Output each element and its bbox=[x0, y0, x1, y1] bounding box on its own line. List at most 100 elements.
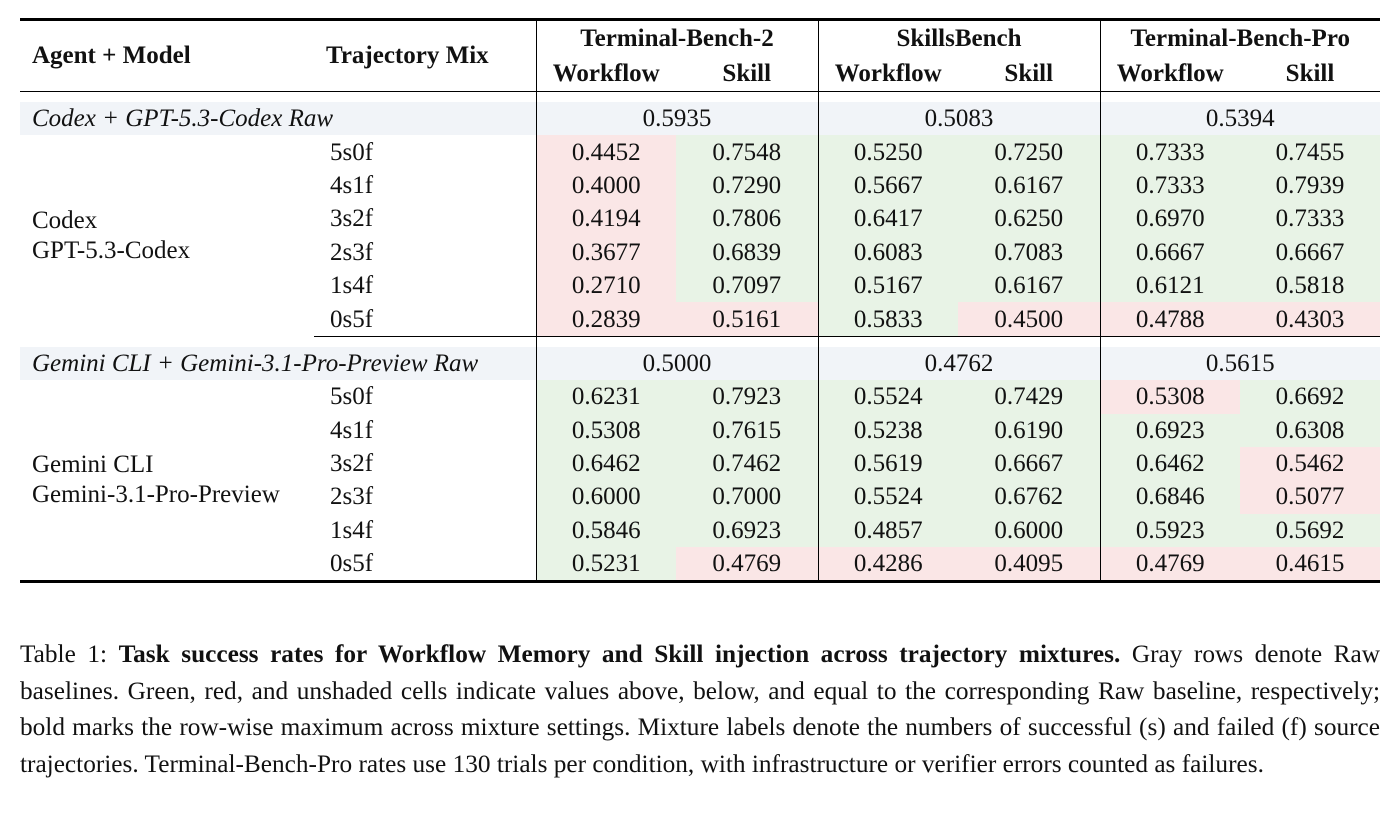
value-cell: 0.4194 bbox=[535, 202, 676, 236]
value-cell: 0.4769 bbox=[676, 547, 818, 584]
header-benchmark-tbpro: Terminal-Bench-Pro bbox=[1099, 18, 1380, 57]
value-cell: 0.4286 bbox=[817, 547, 958, 584]
raw-baseline-value: 0.4762 bbox=[817, 346, 1100, 381]
value-cell: 0.4303 bbox=[1240, 302, 1380, 337]
value-cell: 0.7333 bbox=[1240, 202, 1380, 236]
value-cell: 0.6308 bbox=[1240, 413, 1380, 447]
mix-label: 4s1f bbox=[330, 171, 374, 199]
value-cell: 0.6923 bbox=[1099, 413, 1240, 447]
caption-body: Gray rows denote Raw baselines. Green, r… bbox=[20, 640, 1380, 778]
value-cell: 0.6923 bbox=[676, 513, 818, 548]
value-cell: 0.6167 bbox=[958, 168, 1100, 203]
value-cell: 0.4788 bbox=[1099, 302, 1240, 337]
value-cell: 0.6167 bbox=[958, 268, 1100, 303]
value-cell: 0.7333 bbox=[1099, 168, 1240, 203]
mix-label: 2s3f bbox=[330, 483, 374, 511]
value-cell: 0.5308 bbox=[535, 413, 676, 447]
value-cell: 0.3677 bbox=[535, 235, 676, 269]
value-cell: 0.7097 bbox=[676, 268, 818, 303]
mix-label: 0s5f bbox=[314, 302, 536, 337]
value-cell: 0.5308 bbox=[1099, 380, 1240, 414]
value-cell: 0.5077 bbox=[1240, 480, 1380, 514]
value-cell: 0.7000 bbox=[676, 480, 818, 514]
value-cell: 0.5462 bbox=[1240, 446, 1380, 481]
agent-model-cell: Gemini CLI Gemini-3.1-Pro-Preview bbox=[20, 380, 314, 584]
value-cell: 0.7615 bbox=[676, 413, 818, 447]
value-cell: 0.5667 bbox=[817, 168, 958, 203]
value-cell: 0.6231 bbox=[535, 380, 676, 414]
table-row: 2s3f 0.3677 0.6839 0.6083 0.7083 0.6667 … bbox=[20, 235, 1380, 269]
model-name: GPT-5.3-Codex bbox=[32, 236, 191, 264]
value-cell: 0.6190 bbox=[958, 413, 1100, 447]
value-cell: 0.4857 bbox=[817, 513, 958, 548]
value-cell: 0.6462 bbox=[535, 446, 676, 481]
value-cell: 0.5846 bbox=[535, 513, 676, 548]
value-cell: 0.7939 bbox=[1240, 168, 1380, 203]
value-cell: 0.6970 bbox=[1099, 202, 1240, 236]
mix-label: 3s2f bbox=[330, 450, 374, 478]
mix-label: 3s2f bbox=[330, 205, 374, 233]
value-cell: 0.6083 bbox=[817, 235, 958, 269]
value-cell: 0.2710 bbox=[535, 268, 676, 303]
caption-title: Task success rates for Workflow Memory a… bbox=[118, 640, 1121, 668]
raw-baseline-row: Codex + GPT-5.3-Codex Raw 0.5935 0.5083 … bbox=[20, 102, 1380, 136]
value-cell: 0.7290 bbox=[676, 168, 818, 203]
raw-baseline-value: 0.5083 bbox=[817, 102, 1100, 136]
value-cell: 0.6250 bbox=[958, 202, 1100, 236]
raw-baseline-value: 0.5615 bbox=[1099, 346, 1380, 381]
value-cell: 0.7548 bbox=[676, 135, 818, 169]
mix-label: 1s4f bbox=[330, 516, 374, 544]
header-benchmark-skillsbench: SkillsBench bbox=[817, 18, 1100, 57]
value-cell: 0.5161 bbox=[676, 302, 818, 337]
table-row: 1s4f 0.5846 0.6923 0.4857 0.6000 0.5923 … bbox=[20, 513, 1380, 548]
value-cell: 0.4615 bbox=[1240, 547, 1380, 584]
value-cell: 0.6667 bbox=[958, 446, 1100, 481]
value-cell: 0.7923 bbox=[676, 380, 818, 414]
header-workflow: Workflow bbox=[817, 57, 958, 92]
value-cell: 0.7083 bbox=[958, 235, 1100, 269]
value-cell: 0.7429 bbox=[958, 380, 1100, 414]
table-row: 0s5f 0.5231 0.4769 0.4286 0.4095 0.4769 … bbox=[20, 547, 1380, 584]
value-cell: 0.5231 bbox=[535, 547, 676, 584]
mix-label: 5s0f bbox=[330, 383, 374, 411]
value-cell: 0.5818 bbox=[1240, 268, 1380, 303]
table-row: 2s3f 0.6000 0.7000 0.5524 0.6762 0.6846 … bbox=[20, 480, 1380, 514]
value-cell: 0.5619 bbox=[817, 446, 958, 481]
value-cell: 0.5833 bbox=[817, 302, 958, 337]
value-cell: 0.6462 bbox=[1099, 446, 1240, 481]
mix-label: 1s4f bbox=[330, 272, 374, 300]
table-row: Codex GPT-5.3-Codex 5s0f 0.4452 0.7548 0… bbox=[20, 135, 1380, 264]
value-cell: 0.5524 bbox=[817, 380, 958, 414]
value-cell: 0.2839 bbox=[535, 302, 676, 337]
header-workflow: Workflow bbox=[535, 57, 676, 92]
table-row: 3s2f 0.4194 0.7806 0.6417 0.6250 0.6970 … bbox=[20, 202, 1380, 236]
value-cell: 0.5238 bbox=[817, 413, 958, 447]
value-cell: 0.6000 bbox=[535, 480, 676, 514]
value-cell: 0.6667 bbox=[1099, 235, 1240, 269]
value-cell: 0.4500 bbox=[958, 302, 1100, 337]
value-cell: 0.6839 bbox=[676, 235, 818, 269]
header-workflow: Workflow bbox=[1099, 57, 1240, 92]
raw-baseline-row: Gemini CLI + Gemini-3.1-Pro-Preview Raw … bbox=[20, 346, 1380, 381]
agent-name: Gemini CLI bbox=[32, 451, 154, 479]
model-name: Gemini-3.1-Pro-Preview bbox=[32, 481, 280, 509]
table-row: 0s5f 0.2839 0.5161 0.5833 0.4500 0.4788 … bbox=[20, 302, 1380, 337]
value-cell: 0.7455 bbox=[1240, 135, 1380, 169]
value-cell: 0.6762 bbox=[958, 480, 1100, 514]
header-skill: Skill bbox=[1240, 57, 1380, 92]
value-cell: 0.6667 bbox=[1240, 235, 1380, 269]
value-cell: 0.5250 bbox=[817, 135, 958, 169]
value-cell: 0.7250 bbox=[958, 135, 1100, 169]
value-cell: 0.6692 bbox=[1240, 380, 1380, 414]
mix-label: 4s1f bbox=[330, 416, 374, 444]
value-cell: 0.4000 bbox=[535, 168, 676, 203]
table-row: 4s1f 0.4000 0.7290 0.5667 0.6167 0.7333 … bbox=[20, 168, 1380, 203]
agent-model-cell: Codex GPT-5.3-Codex bbox=[20, 135, 314, 336]
table-row: 1s4f 0.2710 0.7097 0.5167 0.6167 0.6121 … bbox=[20, 268, 1380, 303]
table-caption: Table 1: Task success rates for Workflow… bbox=[20, 636, 1380, 782]
header-trajectory-mix: Trajectory Mix bbox=[314, 18, 536, 92]
results-table: Agent + Model Trajectory Mix Terminal-Be… bbox=[20, 18, 1380, 584]
value-cell: 0.4452 bbox=[535, 135, 676, 169]
agent-name: Codex bbox=[32, 206, 98, 234]
